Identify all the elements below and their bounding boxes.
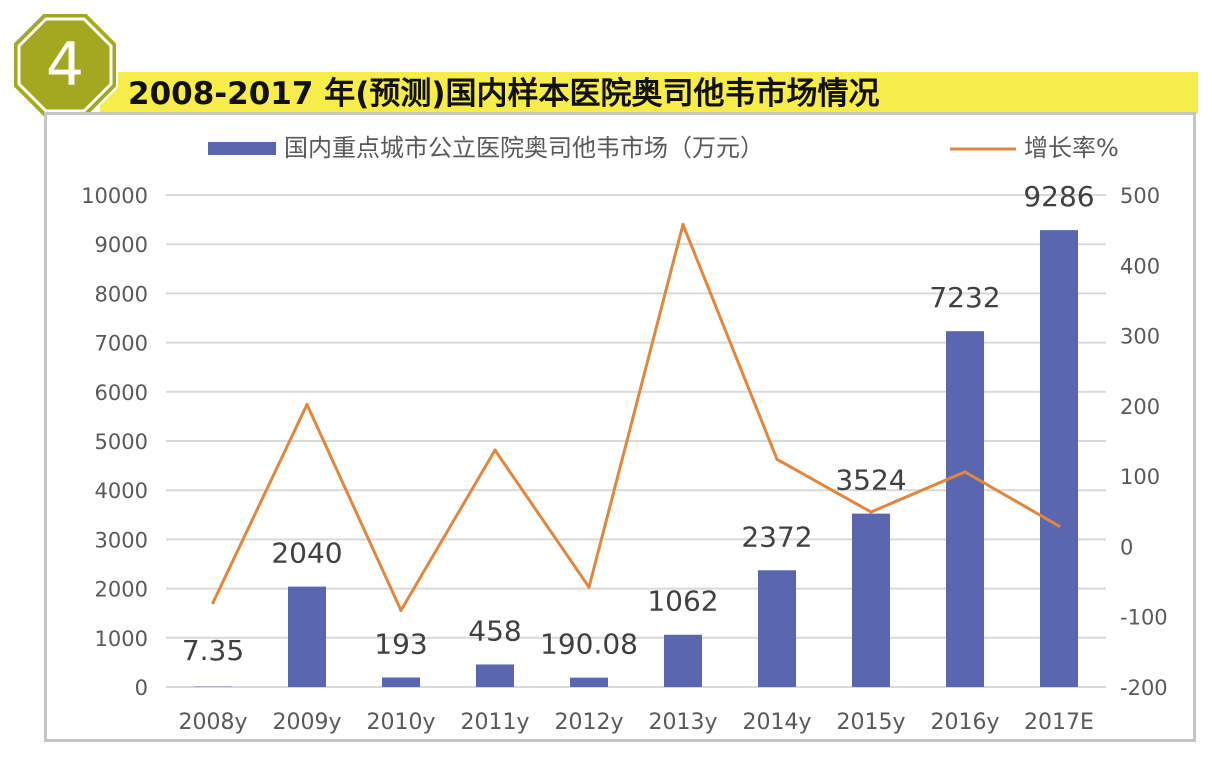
growth-rate-point (493, 448, 497, 452)
bar (664, 634, 702, 687)
y-left-tick-label: 1000 (95, 627, 148, 651)
growth-rate-point (399, 608, 403, 612)
growth-rate-point (963, 470, 967, 474)
bar (382, 677, 420, 687)
bar-data-label: 2040 (271, 537, 342, 570)
bar-data-label: 1062 (647, 585, 718, 618)
badge-octagon-inner (17, 17, 113, 113)
bar (1040, 230, 1078, 688)
bar-data-label: 7.35 (182, 634, 244, 667)
bar-data-label: 193 (374, 628, 427, 661)
growth-rate-point (869, 510, 873, 514)
y-left-tick-label: 6000 (95, 381, 148, 405)
y-right-tick-label: -200 (1120, 676, 1168, 700)
x-tick-label: 2012y (554, 710, 623, 735)
bar-data-label: 9286 (1023, 180, 1094, 213)
title-banner (100, 72, 1198, 114)
growth-rate-point (681, 222, 685, 227)
y-right-tick-label: 200 (1120, 395, 1160, 419)
growth-rate-point (587, 585, 591, 589)
bar-data-label: 2372 (741, 520, 812, 553)
y-left-tick-label: 9000 (95, 233, 148, 257)
x-tick-label: 2017E (1024, 710, 1094, 735)
x-tick-label: 2009y (272, 710, 341, 735)
bar (570, 677, 608, 687)
growth-rate-point (1057, 524, 1061, 528)
x-tick-label: 2008y (178, 710, 247, 735)
y-right-tick-label: 300 (1120, 325, 1160, 349)
bar-data-label: 7232 (929, 281, 1000, 314)
bar (946, 331, 984, 687)
bar (288, 586, 326, 687)
growth-rate-point (305, 402, 309, 407)
legend-bar-swatch (208, 142, 276, 155)
y-right-tick-label: 500 (1120, 184, 1160, 208)
y-left-tick-label: 3000 (95, 528, 148, 552)
y-right-tick-label: -100 (1120, 606, 1168, 630)
chart-title: 2008-2017 年(预测)国内样本医院奥司他韦市场情况 (128, 76, 880, 112)
y-left-tick-label: 7000 (95, 332, 148, 356)
bar (758, 570, 796, 687)
bar (852, 513, 890, 687)
bar-data-label: 3524 (835, 464, 906, 497)
x-tick-label: 2014y (742, 710, 811, 735)
badge-number: 4 (45, 30, 85, 100)
y-right-tick-label: 400 (1120, 254, 1160, 278)
x-tick-label: 2016y (930, 710, 999, 735)
x-tick-label: 2011y (460, 710, 529, 735)
y-left-tick-label: 8000 (95, 282, 148, 306)
growth-rate-point (211, 601, 215, 605)
bar (476, 664, 514, 687)
y-left-tick-label: 2000 (95, 578, 148, 602)
growth-rate-line (211, 223, 1060, 612)
y-right-tick-label: 100 (1120, 465, 1160, 489)
legend-bar-label: 国内重点城市公立医院奥司他韦市场（万元） (284, 134, 764, 162)
bar-data-label: 190.08 (540, 628, 638, 661)
y-left-tick-label: 0 (135, 676, 148, 700)
y-left-tick-label: 10000 (81, 184, 148, 208)
y-left-tick-label: 5000 (95, 430, 148, 454)
number-badge (12, 12, 118, 118)
bar-data-label: 458 (468, 614, 521, 647)
legend-line-label: 增长率% (1024, 134, 1119, 162)
x-tick-label: 2010y (366, 710, 435, 735)
y-right-tick-label: 0 (1120, 535, 1133, 559)
x-tick-label: 2013y (648, 710, 717, 735)
y-left-tick-label: 4000 (95, 479, 148, 503)
x-tick-label: 2015y (836, 710, 905, 735)
growth-rate-point (775, 457, 779, 461)
